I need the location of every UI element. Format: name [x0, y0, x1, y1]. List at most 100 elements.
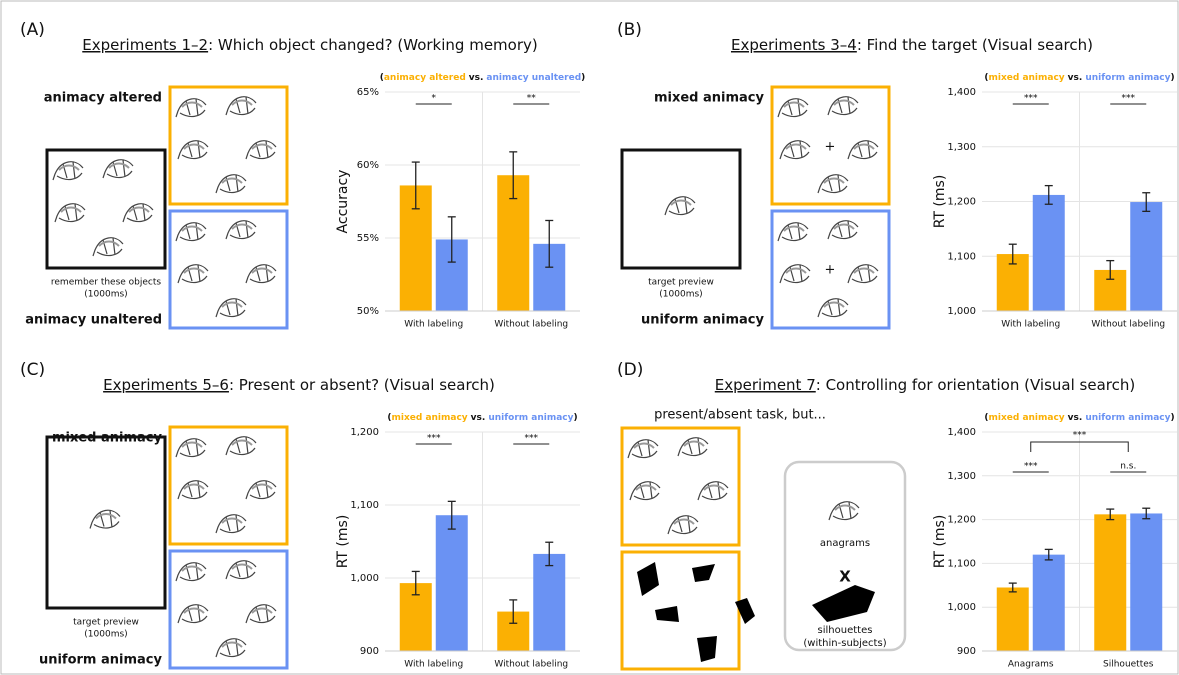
y-tick-label: 1,000	[947, 602, 976, 613]
panel-title-experiment: Experiment 7	[715, 376, 816, 394]
x-tick-label: With labeling	[1001, 320, 1060, 330]
sketch-stroke	[628, 440, 658, 458]
sketch-stroke	[246, 141, 276, 159]
caption: target preview	[648, 278, 714, 288]
silhouette	[637, 562, 659, 596]
panel: (D) Experiment 7: Controlling for orienta…	[617, 360, 1177, 670]
significance-label: *	[432, 94, 437, 104]
object-sketch	[698, 482, 728, 500]
x-tick-label: Anagrams	[1008, 660, 1054, 670]
sketch-stroke	[216, 639, 246, 657]
sketch-stroke	[178, 141, 208, 159]
object-sketch	[848, 141, 878, 159]
sketch-shade	[96, 514, 116, 519]
sketch-stroke	[818, 299, 848, 317]
sketch-shade	[109, 164, 129, 169]
sketch-shade	[854, 145, 874, 150]
object-sketch	[176, 439, 206, 457]
legend-entry: uniform animacy	[1085, 73, 1170, 83]
panel-label: (B)	[617, 20, 642, 40]
y-tick-label: 1,400	[947, 427, 976, 438]
y-tick-label: 1,200	[947, 515, 976, 526]
panel-title: Experiments 1–2: Which object changed? (…	[82, 36, 537, 54]
y-tick-label: 1,000	[350, 573, 379, 584]
sketch-stroke	[216, 299, 246, 317]
sketch-shade	[834, 225, 854, 230]
object-sketch	[630, 482, 660, 500]
sketch-shade	[222, 519, 242, 524]
y-tick-label: 50%	[357, 306, 379, 317]
sketch-shade	[704, 486, 724, 491]
factor-box	[785, 462, 905, 650]
y-axis-label: RT (ms)	[932, 515, 948, 569]
object-sketch	[780, 141, 810, 159]
bar	[997, 587, 1029, 651]
sketch-stroke	[103, 160, 133, 178]
caption: target preview	[73, 618, 139, 628]
sketch-stroke	[226, 561, 256, 579]
sketch-stroke	[778, 223, 808, 241]
silhouette	[812, 585, 875, 622]
object-sketch	[665, 197, 695, 215]
legend-entry: mixed animacy	[392, 413, 468, 423]
legend-joiner: vs.	[1068, 413, 1083, 423]
sketch-shade	[59, 166, 79, 171]
caption: (1000ms)	[84, 630, 127, 640]
significance-label: ***	[427, 434, 441, 444]
y-axis-label: Accuracy	[335, 170, 351, 234]
object-sketch	[90, 510, 120, 528]
design-note: (within-subjects)	[803, 638, 886, 649]
condition-label: uniform animacy	[39, 653, 163, 668]
sketch-shade	[184, 145, 204, 150]
object-sketch	[216, 299, 246, 317]
legend-joiner: vs.	[469, 73, 484, 83]
object-sketch	[178, 141, 208, 159]
legend-entry: mixed animacy	[989, 413, 1065, 423]
sketch-stroke	[178, 265, 208, 283]
object-sketch	[103, 160, 133, 178]
group-significance-label: ***	[1073, 431, 1087, 441]
instruction: present/absent task, but...	[654, 408, 826, 423]
bar	[1130, 202, 1162, 311]
sketch-stroke	[176, 99, 206, 117]
panel: (A) Experiments 1–2: Which object changed…	[20, 20, 585, 330]
legend: (mixed animacyvs.uniform animacy)	[984, 413, 1174, 423]
sketch-shade	[232, 565, 252, 570]
object-sketch	[178, 265, 208, 283]
y-tick-label: 1,000	[947, 306, 976, 317]
sketch-stroke	[90, 510, 120, 528]
legend-entry: uniform animacy	[488, 413, 573, 423]
sketch-shade	[222, 179, 242, 184]
condition-label: animacy unaltered	[25, 313, 162, 328]
panel-label: (A)	[20, 20, 45, 40]
panel-title: Experiment 7: Controlling for orientatio…	[715, 376, 1135, 394]
sketch-shade	[182, 103, 202, 108]
y-tick-label: 1,100	[947, 558, 976, 569]
sketch-shade	[252, 269, 272, 274]
sketch-stroke	[828, 221, 858, 239]
sketch-stroke	[226, 437, 256, 455]
object-sketch	[246, 605, 276, 623]
sketch-shade	[784, 103, 804, 108]
legend: (animacy alteredvs.animacy unaltered)	[380, 73, 586, 83]
sketch-shade	[182, 227, 202, 232]
sketch-stroke	[176, 439, 206, 457]
significance-label: ***	[1024, 94, 1038, 104]
object-sketch	[226, 221, 256, 239]
object-sketch	[216, 515, 246, 533]
sketch-stroke	[178, 605, 208, 623]
significance-label: ***	[525, 434, 539, 444]
silhouette	[692, 564, 715, 582]
panel-label: (D)	[617, 360, 643, 380]
plus-sign: +	[825, 263, 836, 278]
sketch-stroke	[216, 175, 246, 193]
sketch-shade	[674, 520, 694, 525]
x-tick-label: Without labeling	[494, 660, 568, 670]
sketch-shade	[835, 506, 855, 511]
sketch-shade	[854, 269, 874, 274]
panel-title-question: : Controlling for orientation (Visual se…	[816, 376, 1135, 394]
object-sketch	[778, 223, 808, 241]
x-tick-label: With labeling	[404, 320, 463, 330]
y-tick-label: 1,100	[350, 500, 379, 511]
legend-bracket: )	[581, 73, 585, 83]
